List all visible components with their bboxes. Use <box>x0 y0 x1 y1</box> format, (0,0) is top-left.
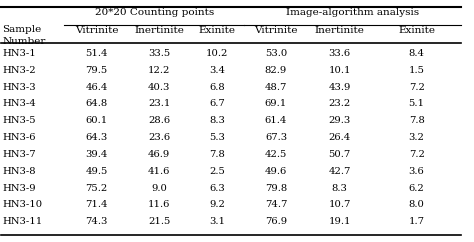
Text: HN3-7: HN3-7 <box>2 150 36 159</box>
Text: HN3-10: HN3-10 <box>2 200 43 209</box>
Text: 39.4: 39.4 <box>85 150 108 159</box>
Text: Exinite: Exinite <box>199 26 236 35</box>
Text: 8.0: 8.0 <box>409 200 425 209</box>
Text: 51.4: 51.4 <box>85 49 108 58</box>
Text: 7.2: 7.2 <box>409 83 425 91</box>
Text: 8.3: 8.3 <box>332 184 348 193</box>
Text: 23.6: 23.6 <box>148 133 170 142</box>
Text: 6.7: 6.7 <box>209 99 225 108</box>
Text: HN3-2: HN3-2 <box>2 66 36 75</box>
Text: 61.4: 61.4 <box>265 116 287 125</box>
Text: 46.9: 46.9 <box>148 150 170 159</box>
Text: 6.2: 6.2 <box>409 184 425 193</box>
Text: 6.8: 6.8 <box>209 83 225 91</box>
Text: 53.0: 53.0 <box>265 49 287 58</box>
Text: 7.8: 7.8 <box>209 150 225 159</box>
Text: 10.1: 10.1 <box>328 66 351 75</box>
Text: HN3-5: HN3-5 <box>2 116 36 125</box>
Text: 21.5: 21.5 <box>148 217 170 226</box>
Text: HN3-6: HN3-6 <box>2 133 36 142</box>
Text: 49.5: 49.5 <box>85 167 108 176</box>
Text: 75.2: 75.2 <box>85 184 108 193</box>
Text: 1.7: 1.7 <box>409 217 425 226</box>
Text: 11.6: 11.6 <box>148 200 170 209</box>
Text: 43.9: 43.9 <box>328 83 351 91</box>
Text: 5.1: 5.1 <box>409 99 425 108</box>
Text: 3.6: 3.6 <box>409 167 425 176</box>
Text: 8.4: 8.4 <box>409 49 425 58</box>
Text: Inertinite: Inertinite <box>134 26 184 35</box>
Text: HN3-4: HN3-4 <box>2 99 36 108</box>
Text: 67.3: 67.3 <box>265 133 287 142</box>
Text: 26.4: 26.4 <box>328 133 351 142</box>
Text: 82.9: 82.9 <box>265 66 287 75</box>
Text: 40.3: 40.3 <box>148 83 170 91</box>
Text: 10.7: 10.7 <box>328 200 351 209</box>
Text: 42.7: 42.7 <box>328 167 351 176</box>
Text: 3.2: 3.2 <box>409 133 425 142</box>
Text: HN3-1: HN3-1 <box>2 49 36 58</box>
Text: 3.1: 3.1 <box>209 217 225 226</box>
Text: 1.5: 1.5 <box>409 66 425 75</box>
Text: 79.5: 79.5 <box>85 66 108 75</box>
Text: 69.1: 69.1 <box>265 99 287 108</box>
Text: 46.4: 46.4 <box>85 83 108 91</box>
Text: 8.3: 8.3 <box>209 116 225 125</box>
Text: 2.5: 2.5 <box>209 167 225 176</box>
Text: 60.1: 60.1 <box>85 116 108 125</box>
Text: 64.8: 64.8 <box>85 99 108 108</box>
Text: 10.2: 10.2 <box>206 49 228 58</box>
Text: 28.6: 28.6 <box>148 116 170 125</box>
Text: 33.6: 33.6 <box>329 49 351 58</box>
Text: Inertinite: Inertinite <box>315 26 365 35</box>
Text: Vitrinite: Vitrinite <box>74 26 118 35</box>
Text: 7.2: 7.2 <box>409 150 425 159</box>
Text: 3.4: 3.4 <box>209 66 225 75</box>
Text: HN3-9: HN3-9 <box>2 184 36 193</box>
Text: 23.2: 23.2 <box>328 99 351 108</box>
Text: HN3-11: HN3-11 <box>2 217 43 226</box>
Text: 6.3: 6.3 <box>209 184 225 193</box>
Text: 5.3: 5.3 <box>209 133 225 142</box>
Text: 12.2: 12.2 <box>148 66 170 75</box>
Text: 33.5: 33.5 <box>148 49 170 58</box>
Text: Sample
Number: Sample Number <box>2 25 46 45</box>
Text: Image-algorithm analysis: Image-algorithm analysis <box>286 8 419 17</box>
Text: 76.9: 76.9 <box>265 217 287 226</box>
Text: 74.7: 74.7 <box>265 200 287 209</box>
Text: 9.0: 9.0 <box>151 184 167 193</box>
Text: 74.3: 74.3 <box>85 217 108 226</box>
Text: 50.7: 50.7 <box>328 150 351 159</box>
Text: 20*20 Counting points: 20*20 Counting points <box>95 8 214 17</box>
Text: 9.2: 9.2 <box>209 200 225 209</box>
Text: 19.1: 19.1 <box>328 217 351 226</box>
Text: 29.3: 29.3 <box>328 116 351 125</box>
Text: 23.1: 23.1 <box>148 99 170 108</box>
Text: Vitrinite: Vitrinite <box>254 26 298 35</box>
Text: 42.5: 42.5 <box>265 150 287 159</box>
Text: 71.4: 71.4 <box>85 200 108 209</box>
Text: 41.6: 41.6 <box>148 167 170 176</box>
Text: 64.3: 64.3 <box>85 133 108 142</box>
Text: 79.8: 79.8 <box>265 184 287 193</box>
Text: Exinite: Exinite <box>398 26 435 35</box>
Text: 49.6: 49.6 <box>265 167 287 176</box>
Text: HN3-3: HN3-3 <box>2 83 36 91</box>
Text: 48.7: 48.7 <box>265 83 287 91</box>
Text: 7.8: 7.8 <box>409 116 425 125</box>
Text: HN3-8: HN3-8 <box>2 167 36 176</box>
